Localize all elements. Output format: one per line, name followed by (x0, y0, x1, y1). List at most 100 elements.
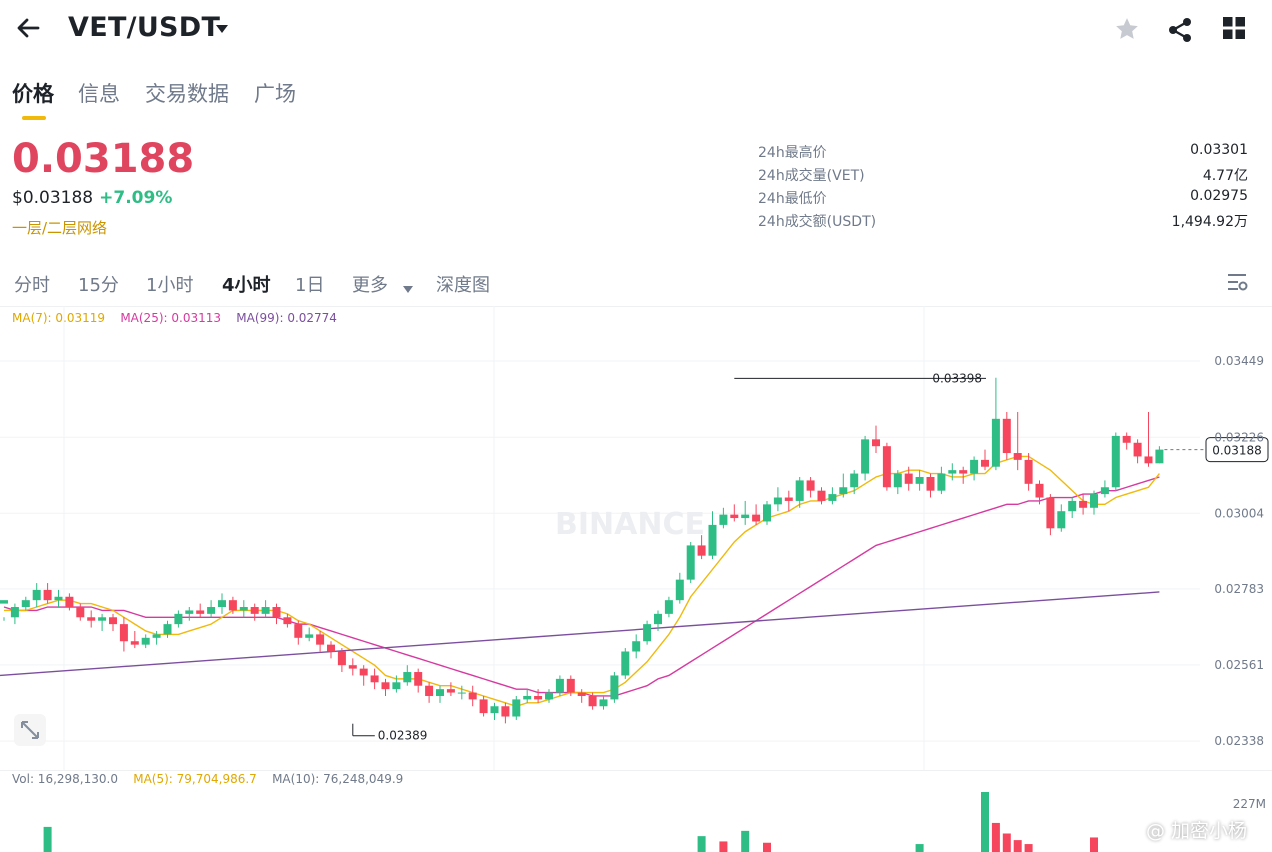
candle (54, 589, 63, 608)
price-change: +7.09% (99, 188, 173, 208)
stat-low-value: 0.02975 (1190, 188, 1248, 204)
candle-body (828, 494, 837, 501)
candle-body (436, 689, 444, 696)
last-price: 0.03188 (12, 136, 195, 182)
candle (1133, 439, 1142, 464)
low-marker-label: 0.02389 (378, 729, 428, 743)
candle (43, 583, 52, 604)
volume-chart (43, 792, 1098, 852)
candle-body (207, 607, 216, 614)
high-marker-label: 0.03398 (932, 371, 982, 385)
tab-trade-data[interactable]: 交易数据 (145, 82, 229, 106)
candle-body (577, 692, 586, 696)
volume-bar (1024, 844, 1033, 852)
interval-1d[interactable]: 1日 (295, 275, 325, 296)
candle-body (446, 689, 455, 693)
share-button[interactable] (1166, 16, 1194, 44)
candle (654, 610, 662, 631)
interval-line[interactable]: 分时 (14, 275, 50, 296)
candle (861, 435, 870, 481)
exchange-watermark: BINANCE (555, 507, 705, 542)
candle-body (730, 514, 739, 519)
candle (741, 500, 750, 525)
candle (904, 466, 913, 491)
candle-body (468, 692, 477, 700)
candle (436, 685, 444, 703)
interval-15m[interactable]: 15分 (78, 275, 119, 296)
candle-body (599, 699, 608, 707)
caret-down-icon (403, 286, 413, 293)
candle-body (327, 644, 335, 652)
last-price-tag (1205, 437, 1269, 463)
chart-settings-button[interactable] (1226, 272, 1250, 294)
interval-1h[interactable]: 1小时 (146, 275, 194, 296)
candle (0, 600, 8, 621)
favorite-button[interactable] (1114, 16, 1140, 42)
candle (991, 377, 1000, 471)
candlestick-chart[interactable]: BINANCE 0.03188 0.03398 0.02389 0.03449 0.0… (0, 306, 1272, 770)
candle-body (109, 617, 117, 625)
tab-price[interactable]: 价格 (12, 82, 54, 106)
candle (1002, 411, 1011, 460)
stat-volume-value: 4.77亿 (1202, 168, 1248, 184)
candle-body (501, 706, 510, 717)
candle-body (359, 668, 368, 676)
interval-depth[interactable]: 深度图 (436, 275, 490, 296)
back-button[interactable] (14, 14, 42, 42)
candle (817, 487, 826, 505)
interval-more[interactable]: 更多 (352, 275, 388, 296)
expand-icon (21, 721, 39, 739)
candle-body (632, 641, 641, 652)
arrow-left-icon (17, 18, 40, 38)
volume-bar (719, 841, 728, 852)
star-icon (1116, 18, 1138, 39)
tab-square[interactable]: 广场 (254, 82, 296, 106)
candle-body (1046, 497, 1055, 529)
fullscreen-button[interactable] (14, 714, 46, 746)
candle-body (10, 607, 19, 618)
candle-body (1122, 435, 1131, 443)
candle (425, 682, 434, 703)
share-icon (1169, 18, 1191, 42)
candle (697, 535, 706, 560)
candle (76, 603, 85, 621)
candle-body (185, 610, 194, 614)
pair-dropdown-button[interactable] (214, 20, 232, 34)
candle (1035, 480, 1044, 505)
candle-body (490, 706, 499, 714)
pair-title[interactable]: VET/USDT (68, 12, 221, 43)
candle-body (893, 473, 902, 488)
y-tick-label: 0.02561 (1214, 658, 1264, 672)
candle-body (54, 596, 63, 601)
candle (87, 610, 96, 628)
candle (926, 473, 935, 498)
candle (196, 603, 205, 618)
candle-body (784, 497, 793, 501)
more-caret[interactable] (402, 279, 414, 298)
candle (850, 470, 859, 495)
candle (294, 620, 303, 645)
candle (545, 689, 553, 703)
candle-body (719, 514, 728, 525)
candle (686, 542, 695, 584)
candle-body (545, 692, 553, 700)
candle-body (675, 579, 684, 601)
candle (130, 630, 139, 649)
candle-body (937, 473, 946, 491)
tab-info[interactable]: 信息 (78, 82, 120, 106)
candle-body (130, 641, 139, 645)
layout-grid-button[interactable] (1222, 16, 1248, 42)
candle (664, 596, 673, 618)
interval-4h[interactable]: 4小时 (222, 275, 271, 296)
candle-body (98, 617, 107, 621)
candle-body (981, 459, 989, 467)
candle (381, 678, 390, 696)
candle (152, 630, 161, 645)
candle-body (664, 600, 673, 614)
corner-watermark: @ 加密小杨 (1146, 820, 1248, 842)
volume-bar (763, 842, 771, 852)
network-tag[interactable]: 一层/二层网络 (12, 219, 108, 237)
candle-body (261, 607, 270, 614)
candle (457, 685, 466, 700)
candle (1068, 497, 1077, 519)
